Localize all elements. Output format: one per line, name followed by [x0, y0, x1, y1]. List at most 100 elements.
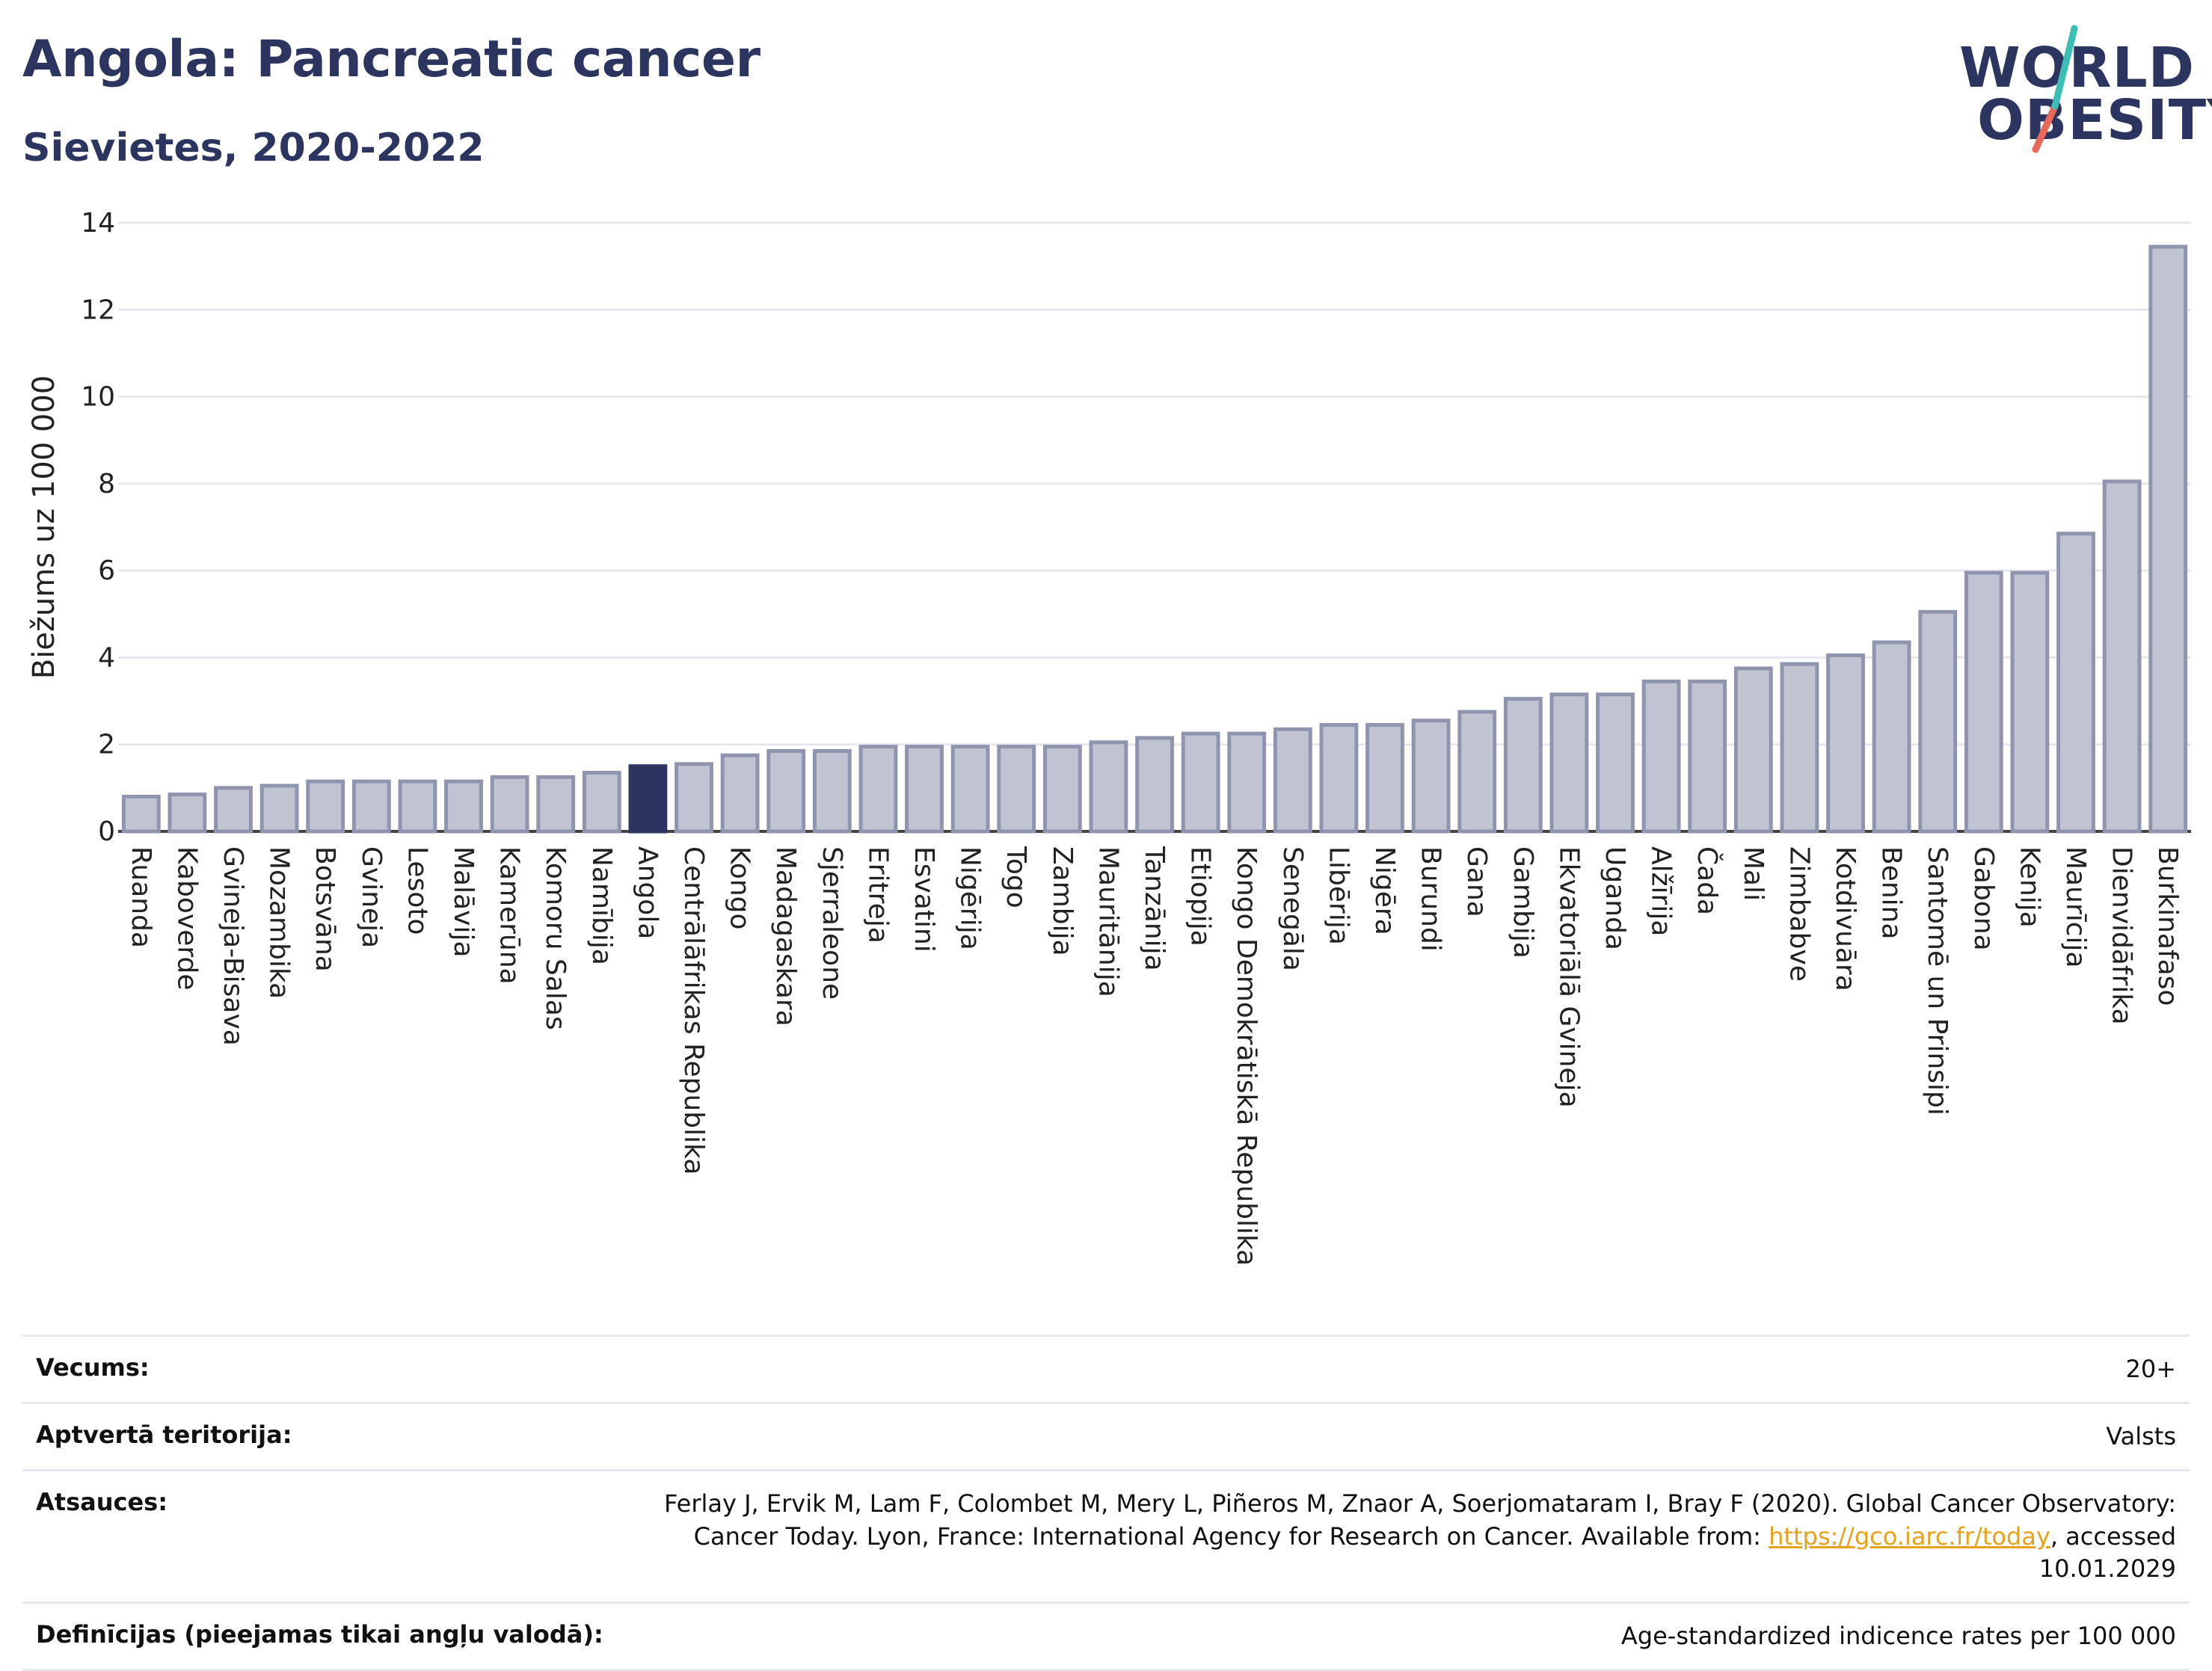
category-label: Botsvāna [310, 846, 340, 972]
bar [1319, 723, 1359, 834]
bar [858, 745, 898, 834]
reference-accessed: , accessed 10.01.2029 [2039, 1521, 2176, 1583]
meta-label-references: Atsauces: [36, 1488, 168, 1517]
reference-link[interactable]: https://gco.iarc.fr/today [1769, 1521, 2050, 1551]
bar [1826, 653, 1865, 834]
y-axis-label: Biežums uz 100 000 [27, 375, 61, 680]
meta-row-territory: Aptvertā teritorija: Valsts [22, 1402, 2190, 1469]
category-label: Libērija [1323, 846, 1354, 945]
category-label: Tanzānija [1139, 846, 1170, 971]
category-label: Malāvija [448, 846, 479, 958]
category-label: Zambija [1047, 846, 1078, 956]
category-label: Ekvatoriālā Gvineja [1553, 846, 1584, 1108]
category-label: Lesoto [402, 846, 432, 935]
bar [306, 779, 345, 834]
category-label: Kamerūna [494, 846, 525, 985]
y-tick-label: 8 [98, 469, 115, 499]
category-label: Gana [1461, 846, 1492, 917]
meta-value-references: Ferlay J, Ervik M, Lam F, Colombet M, Me… [606, 1488, 2176, 1585]
chart-subtitle: Sievietes, 2020-2022 [22, 126, 485, 170]
bar [950, 745, 990, 834]
bar [2010, 570, 2050, 834]
category-label: Čada [1692, 846, 1723, 915]
bar [1227, 731, 1267, 834]
y-tick-label: 14 [81, 208, 115, 239]
meta-label-territory: Aptvertā teritorija: [36, 1421, 292, 1450]
y-tick-label: 2 [98, 730, 115, 760]
category-label: Gabona [1968, 846, 1999, 951]
meta-value-definitions: Age-standardized indicence rates per 100… [1620, 1621, 2176, 1650]
bar [720, 753, 760, 834]
bar [1089, 740, 1128, 834]
bar [1042, 745, 1082, 834]
bar [1596, 692, 1635, 834]
bar [1411, 718, 1451, 834]
category-label: Kongo [725, 846, 755, 930]
world-obesity-logo: WORLD OBESITY [1952, 22, 2212, 157]
meta-row-references: Atsauces: Ferlay J, Ervik M, Lam F, Colo… [22, 1469, 2190, 1601]
bar [121, 794, 161, 834]
category-label: Madagaskara [770, 846, 801, 1027]
category-label: Esvatini [909, 846, 939, 953]
category-label: Namībija [586, 846, 617, 965]
category-label: Kaboverde [171, 846, 202, 991]
y-tick-label: 6 [98, 556, 115, 586]
bar [1181, 731, 1220, 834]
meta-value-age: 20+ [2125, 1355, 2176, 1383]
category-label: Burkinafaso [2152, 846, 2183, 1006]
logo-slash-icon [2032, 25, 2078, 153]
bar [259, 784, 299, 834]
meta-row-definitions: Definīcijas (pieejamas tikai angļu valod… [22, 1601, 2190, 1671]
bar-chart: Ruanda Kaboverde Gvineja-Bisava Mozambika Bo… [27, 208, 2191, 1266]
reference-text: Ferlay J, Ervik M, Lam F, Colombet M, Me… [664, 1489, 2176, 1551]
logo-line1: WORLD [1959, 36, 2196, 100]
logo-line2: OBESITY [1977, 88, 2212, 153]
chart-title: Angola: Pancreatic cancer [22, 30, 761, 89]
bar [1688, 679, 1727, 834]
bars [121, 244, 2188, 834]
category-label: Benina [1876, 846, 1907, 940]
bar [1135, 736, 1174, 834]
category-label: Gvineja-Bisava [218, 846, 248, 1046]
y-tick-label: 4 [98, 642, 115, 673]
meta-label-definitions: Definīcijas (pieejamas tikai angļu valod… [36, 1619, 603, 1649]
category-label: Mozambika [264, 846, 295, 999]
bar [398, 779, 437, 834]
category-label: Uganda [1600, 846, 1630, 950]
bar [905, 745, 944, 834]
category-label: Angola [632, 846, 663, 939]
bar [1964, 570, 2003, 834]
category-label: Kotdivuāra [1830, 846, 1861, 991]
bar [812, 748, 852, 834]
category-label: Nigēra [1369, 846, 1400, 935]
bar [1733, 666, 1773, 834]
category-label: Maurīcija [2060, 846, 2091, 968]
y-tick-label: 10 [81, 382, 115, 413]
metadata-table: Vecums: 20+ Aptvertā teritorija: Valsts … [22, 1335, 2190, 1671]
category-label: Zimbabve [1784, 846, 1814, 982]
category-label: Sjerraleone [817, 846, 847, 1000]
category-label: Mali [1738, 846, 1769, 901]
bar [1273, 727, 1312, 834]
meta-value-territory: Valsts [2106, 1422, 2176, 1451]
y-tick-label: 0 [98, 816, 115, 847]
meta-row-age: Vecums: 20+ [22, 1335, 2190, 1402]
bar [1503, 697, 1543, 834]
category-label: Eritreja [862, 846, 893, 944]
bar [214, 786, 253, 834]
bar [1365, 723, 1404, 834]
bar [351, 779, 391, 834]
category-label: Togo [1001, 846, 1031, 908]
bar [1641, 679, 1681, 834]
category-labels: Ruanda Kaboverde Gvineja-Bisava Mozambika Bo… [126, 846, 2183, 1266]
bar [1457, 710, 1497, 834]
category-label: Gambija [1508, 846, 1538, 958]
bar [490, 775, 529, 834]
category-label: Dienvidāfrika [2107, 846, 2137, 1025]
category-label: Komoru Salas [540, 846, 571, 1030]
bar [628, 764, 668, 834]
bar [536, 775, 576, 834]
category-label: Centrālāfrikas Republika [678, 846, 709, 1175]
bar [997, 745, 1036, 834]
category-label: Alžīrija [1646, 846, 1677, 936]
